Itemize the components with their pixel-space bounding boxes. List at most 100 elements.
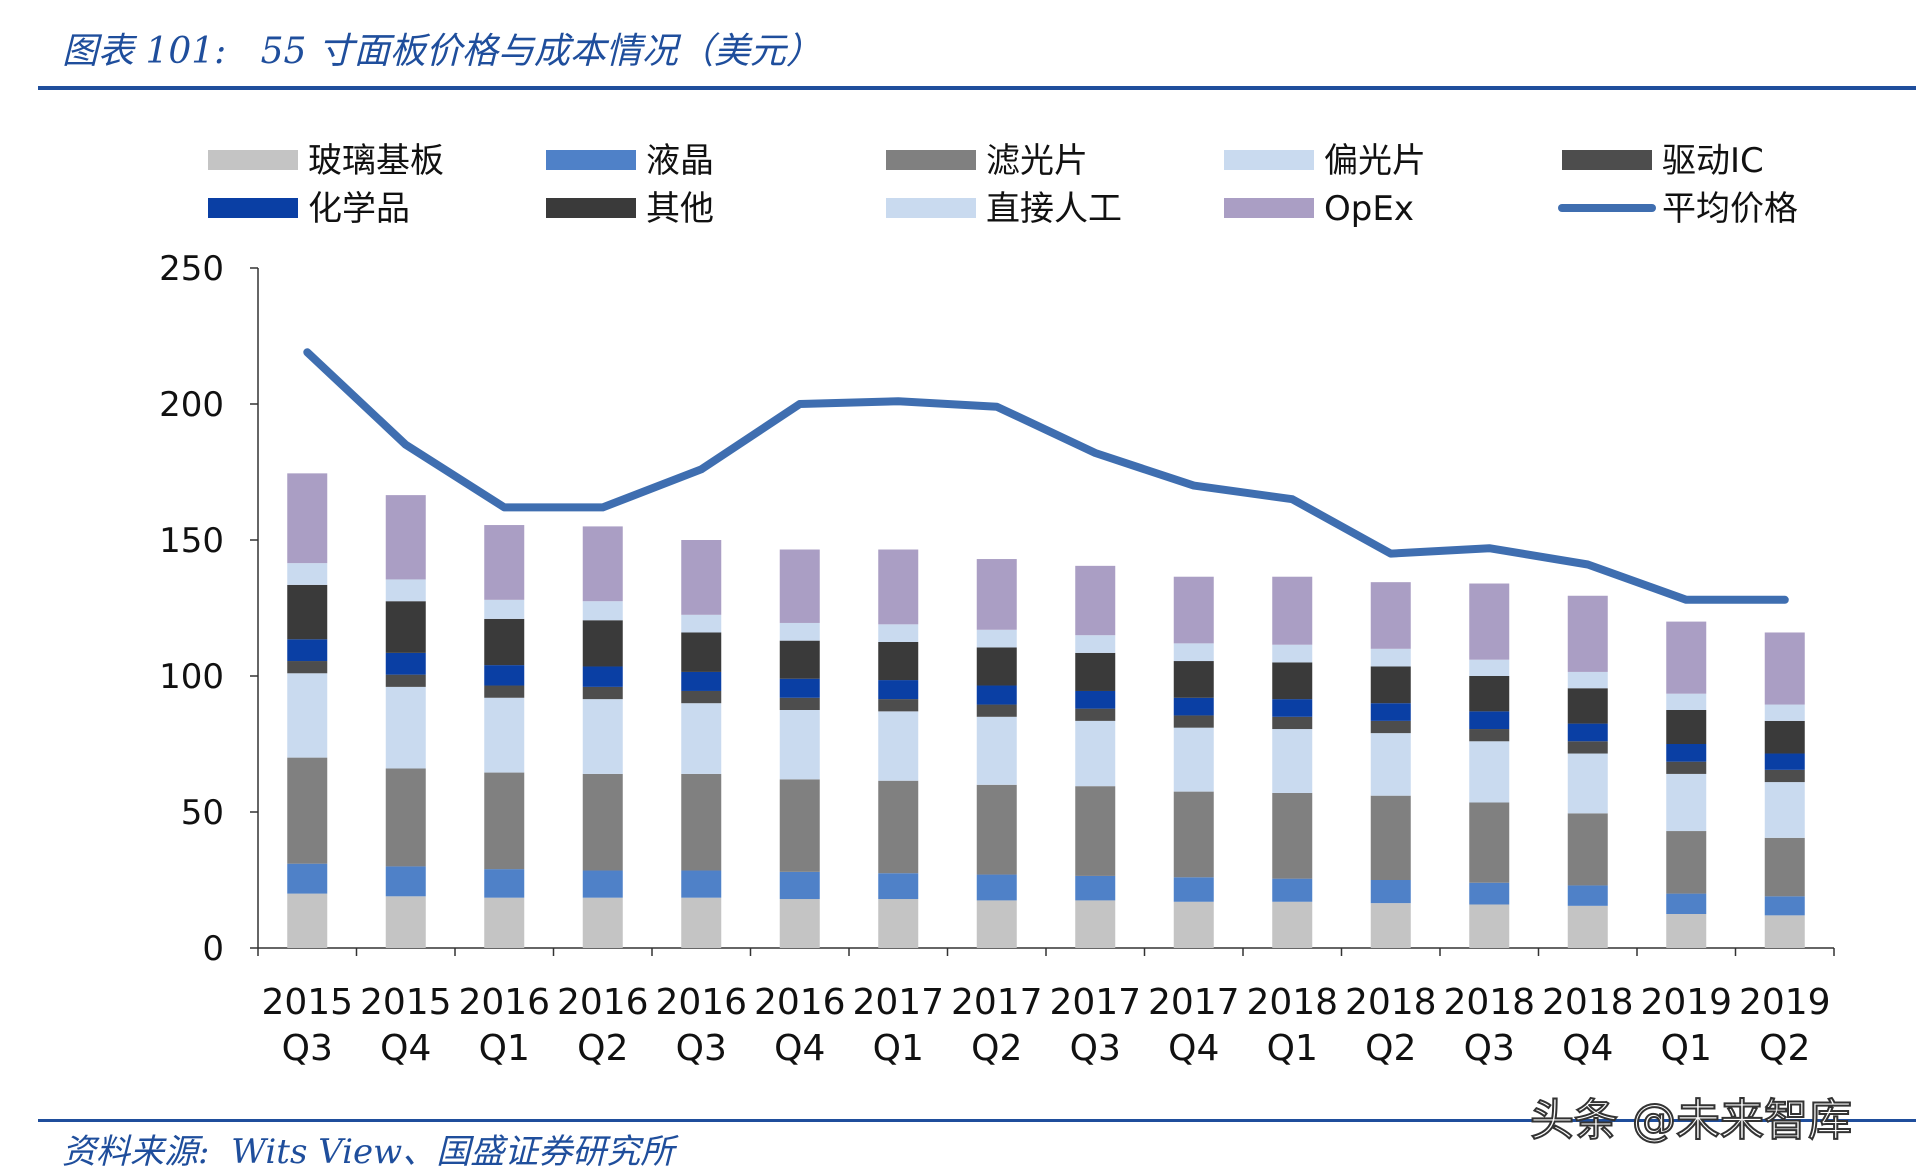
bar-other	[681, 632, 722, 672]
figure-title: 图表 101: 55 寸面板价格与成本情况（美元）	[62, 31, 822, 72]
bar-other	[1469, 676, 1510, 712]
bar-polarizer	[1764, 782, 1805, 838]
bar-glass	[385, 896, 426, 948]
x-tick-label-year: 2017	[1148, 982, 1240, 1023]
bar-opex	[878, 549, 919, 625]
bar-chemical	[1469, 711, 1510, 730]
bar-filter	[484, 772, 525, 870]
x-tick-label-year: 2015	[261, 982, 353, 1023]
bar-labor	[484, 599, 525, 619]
bar-filter	[1075, 786, 1116, 876]
x-tick-label-year: 2019	[1739, 982, 1831, 1023]
bar-other	[976, 647, 1017, 686]
bar-filter	[976, 784, 1017, 875]
x-tick-label-year: 2018	[1542, 982, 1634, 1023]
bar-filter	[582, 773, 623, 871]
bar-chemical	[976, 685, 1017, 705]
legend-swatch-chemical	[208, 198, 298, 218]
bar-chemical	[484, 665, 525, 686]
bar-filter	[878, 780, 919, 874]
bar-lc	[1272, 878, 1313, 902]
bar-glass	[484, 897, 525, 948]
x-tick-label-quarter: Q4	[774, 1028, 825, 1069]
x-tick-label-year: 2017	[852, 982, 944, 1023]
legend-label-avg_price: 平均价格	[1662, 189, 1798, 229]
bar-labor	[1173, 643, 1214, 662]
bar-polarizer	[976, 716, 1017, 785]
x-tick-label-year: 2016	[458, 982, 550, 1023]
bar-chemical	[779, 678, 820, 698]
bar-glass	[1567, 905, 1608, 948]
bar-polarizer	[385, 686, 426, 769]
bar-other	[1764, 720, 1805, 754]
line-avg-price	[303, 348, 1789, 604]
y-tick-label: 150	[159, 521, 224, 561]
bar-polarizer	[1469, 741, 1510, 803]
bar-lc	[287, 863, 328, 894]
bar-filter	[1567, 813, 1608, 886]
bar-driver_ic	[1370, 720, 1411, 734]
bar-opex	[1469, 583, 1510, 660]
bar-driver_ic	[1272, 716, 1313, 730]
bar-opex	[582, 526, 623, 602]
bar-glass	[779, 899, 820, 948]
bar-other	[1075, 652, 1116, 691]
bar-lc	[681, 870, 722, 898]
bar-lc	[1666, 893, 1707, 914]
bar-chemical	[681, 671, 722, 691]
bar-labor	[1764, 704, 1805, 721]
bar-driver_ic	[1075, 708, 1116, 721]
bar-polarizer	[779, 710, 820, 780]
bar-lc	[779, 871, 820, 900]
bar-other	[1370, 666, 1411, 704]
y-tick-label: 200	[159, 385, 224, 425]
bar-lc	[1075, 875, 1116, 901]
bar-glass	[1173, 901, 1214, 948]
bar-chemical	[1567, 723, 1608, 742]
bar-opex	[779, 549, 820, 623]
y-tick-label: 0	[202, 929, 224, 969]
bar-driver_ic	[1567, 741, 1608, 754]
bar-lc	[582, 870, 623, 898]
bar-chemical	[287, 639, 328, 662]
y-tick-label: 250	[159, 249, 224, 289]
bar-other	[1272, 662, 1313, 700]
bar-chemical	[1666, 744, 1707, 762]
x-tick-label-quarter: Q4	[1168, 1028, 1219, 1069]
bar-polarizer	[1272, 729, 1313, 793]
bar-labor	[582, 601, 623, 621]
x-tick-label-quarter: Q3	[676, 1028, 727, 1069]
legend-label-opex: OpEx	[1324, 189, 1414, 229]
bar-chemical	[1764, 753, 1805, 770]
bar-polarizer	[1666, 773, 1707, 832]
bar-filter	[1272, 792, 1313, 879]
bar-filter	[681, 773, 722, 871]
bar-other	[385, 601, 426, 653]
bar-other	[1567, 688, 1608, 724]
bar-opex	[976, 559, 1017, 630]
bar-driver_ic	[1173, 715, 1214, 728]
legend-swatch-driver_ic	[1562, 150, 1652, 170]
bar-filter	[1370, 795, 1411, 880]
bar-driver_ic	[287, 661, 328, 674]
bar-labor	[385, 579, 426, 602]
bar-labor	[779, 622, 820, 641]
bar-labor	[1370, 648, 1411, 667]
bar-opex	[1075, 565, 1116, 636]
x-tick-label-quarter: Q4	[1562, 1028, 1613, 1069]
bar-polarizer	[484, 697, 525, 773]
legend-label-polarizer: 偏光片	[1324, 141, 1426, 181]
bar-lc	[1567, 885, 1608, 906]
legend-swatch-lc	[546, 150, 636, 170]
bar-lc	[1370, 880, 1411, 904]
bar-polarizer	[878, 711, 919, 781]
bar-filter	[1173, 791, 1214, 878]
bar-driver_ic	[1764, 769, 1805, 783]
bar-labor	[681, 614, 722, 633]
bar-chemical	[1075, 690, 1116, 709]
bar-filter	[1469, 802, 1510, 883]
x-tick-label-year: 2016	[557, 982, 649, 1023]
bar-filter	[779, 779, 820, 872]
bar-other	[582, 620, 623, 667]
x-tick-label-year: 2018	[1443, 982, 1535, 1023]
